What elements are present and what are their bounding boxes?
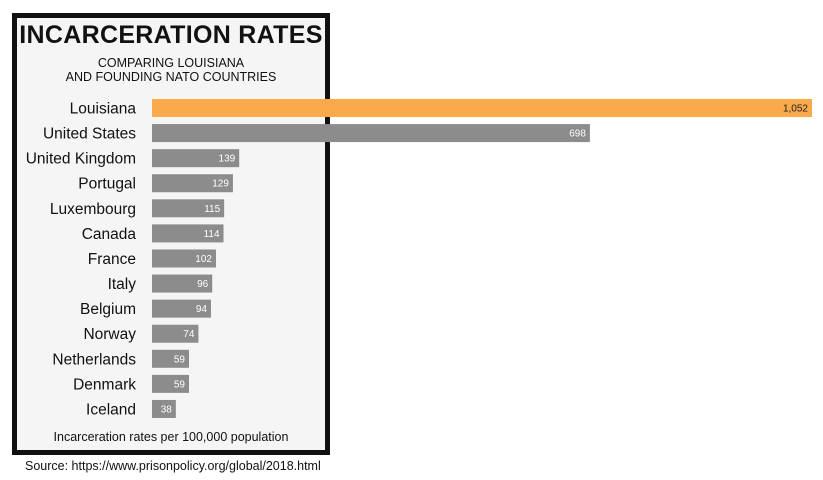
value-label-italy: 96 (197, 279, 209, 290)
bar-france (152, 249, 216, 268)
chart-subtitle-line-1: COMPARING LOUISIANA (97, 56, 245, 70)
value-label-canada: 114 (204, 229, 220, 240)
value-label-united-states: 698 (569, 129, 586, 140)
bar-norway (152, 324, 199, 343)
chart-subtitle-line-2: AND FOUNDING NATO COUNTRIES (65, 70, 277, 84)
category-label-luxembourg: Luxembourg (50, 201, 136, 218)
category-label-belgium: Belgium (80, 301, 136, 318)
value-label-luxembourg: 115 (204, 204, 220, 215)
category-label-united-states: United States (43, 126, 136, 143)
value-label-netherlands: 59 (174, 354, 186, 365)
bar-belgium (152, 299, 211, 318)
bar-canada (152, 224, 224, 243)
chart-footnote: Incarceration rates per 100,000 populati… (53, 430, 289, 444)
value-label-united-kingdom: 139 (219, 154, 236, 165)
category-label-netherlands: Netherlands (52, 351, 136, 368)
category-label-canada: Canada (82, 226, 137, 243)
bar-iceland (152, 399, 176, 418)
bar-italy (152, 274, 213, 293)
bar-luxembourg (152, 199, 225, 218)
bar-portugal (152, 174, 233, 193)
value-label-iceland: 38 (161, 404, 173, 415)
value-label-denmark: 59 (174, 379, 186, 390)
category-label-denmark: Denmark (73, 376, 136, 393)
category-label-louisiana: Louisiana (70, 101, 137, 118)
value-label-belgium: 94 (196, 304, 208, 315)
chart-source: Source: https://www.prisonpolicy.org/glo… (25, 459, 321, 473)
category-label-italy: Italy (108, 276, 137, 293)
value-label-france: 102 (195, 254, 212, 265)
bar-united-states (152, 124, 590, 143)
chart-title: INCARCERATION RATES (19, 21, 323, 49)
category-label-portugal: Portugal (78, 176, 136, 193)
bar-netherlands (152, 349, 190, 368)
bar-denmark (152, 374, 190, 393)
category-label-france: France (88, 251, 136, 268)
category-label-norway: Norway (83, 326, 136, 343)
bar-united-kingdom (152, 149, 240, 168)
category-label-iceland: Iceland (86, 401, 136, 418)
category-label-united-kingdom: United Kingdom (26, 151, 136, 168)
bar-louisiana (152, 99, 812, 117)
value-label-portugal: 129 (212, 179, 229, 190)
value-label-norway: 74 (183, 329, 195, 340)
value-label-louisiana: 1,052 (783, 104, 808, 115)
